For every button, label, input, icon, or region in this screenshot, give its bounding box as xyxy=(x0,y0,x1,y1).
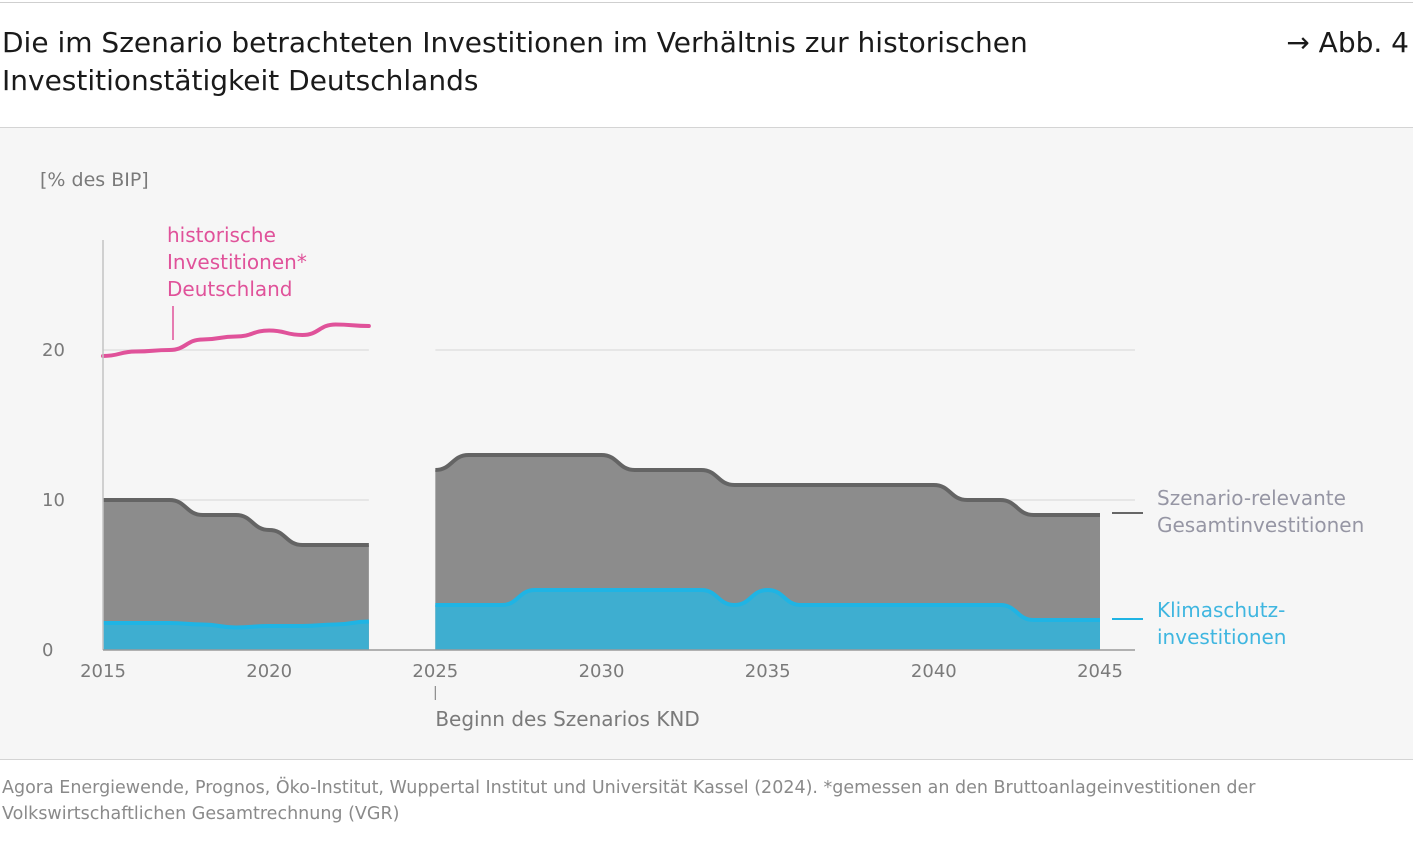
climate-series-label: Klimaschutz- xyxy=(1157,598,1285,622)
chart-svg: 0 10 20 2015 2020 2025 2030 2035 2040 2045 [% des… xyxy=(40,169,1364,731)
chart-title: Die im Szenario betrachteten Investition… xyxy=(2,26,1028,97)
x-tick-label: 2040 xyxy=(911,661,957,682)
total-series-label: Gesamtinvestitionen xyxy=(1157,513,1364,537)
x-tick-label: 2035 xyxy=(745,661,791,682)
x-tick-label: 2025 xyxy=(412,661,458,682)
total-investment-line-1 xyxy=(435,453,1100,517)
scenario-start-annotation: Beginn des Szenarios KND xyxy=(435,707,699,731)
x-tick-label: 2020 xyxy=(246,661,292,682)
total-series-label: Szenario-relevante xyxy=(1157,486,1346,510)
axis-layer: 0 10 20 2015 2020 2025 2030 2035 2040 2045 xyxy=(42,240,1135,700)
historical-series-label: historische xyxy=(167,223,276,247)
climate-investment-line-1 xyxy=(435,588,1100,622)
y-tick-label: 20 xyxy=(42,340,65,361)
chart-panel xyxy=(0,127,1413,760)
historical-series-label: Deutschland xyxy=(167,277,293,301)
top-rule xyxy=(0,2,1413,3)
x-tick-label: 2045 xyxy=(1077,661,1123,682)
line-layer xyxy=(101,322,1100,630)
historical-series-label: Investitionen* xyxy=(167,250,307,274)
climate-series-label: investitionen xyxy=(1157,625,1286,649)
climate-investment-area-0 xyxy=(103,621,369,650)
x-tick-label: 2015 xyxy=(80,661,126,682)
historical-investment-line xyxy=(101,322,371,358)
total-investment-area-0 xyxy=(103,500,369,650)
figure-reference: → Abb. 4 xyxy=(1286,26,1409,59)
label-layer: Beginn des Szenarios KND historische Inves… xyxy=(167,223,1364,731)
x-tick-label: 2030 xyxy=(579,661,625,682)
area-layer xyxy=(103,455,1100,650)
climate-investment-line-0 xyxy=(102,619,369,630)
y-tick-label: 0 xyxy=(42,640,53,661)
source-note: Agora Energiewende, Prognos, Öko-Institu… xyxy=(2,778,1256,824)
y-axis-unit-label: [% des BIP] xyxy=(40,169,149,191)
y-tick-label: 10 xyxy=(42,490,65,511)
total-investment-line-0 xyxy=(102,498,369,548)
